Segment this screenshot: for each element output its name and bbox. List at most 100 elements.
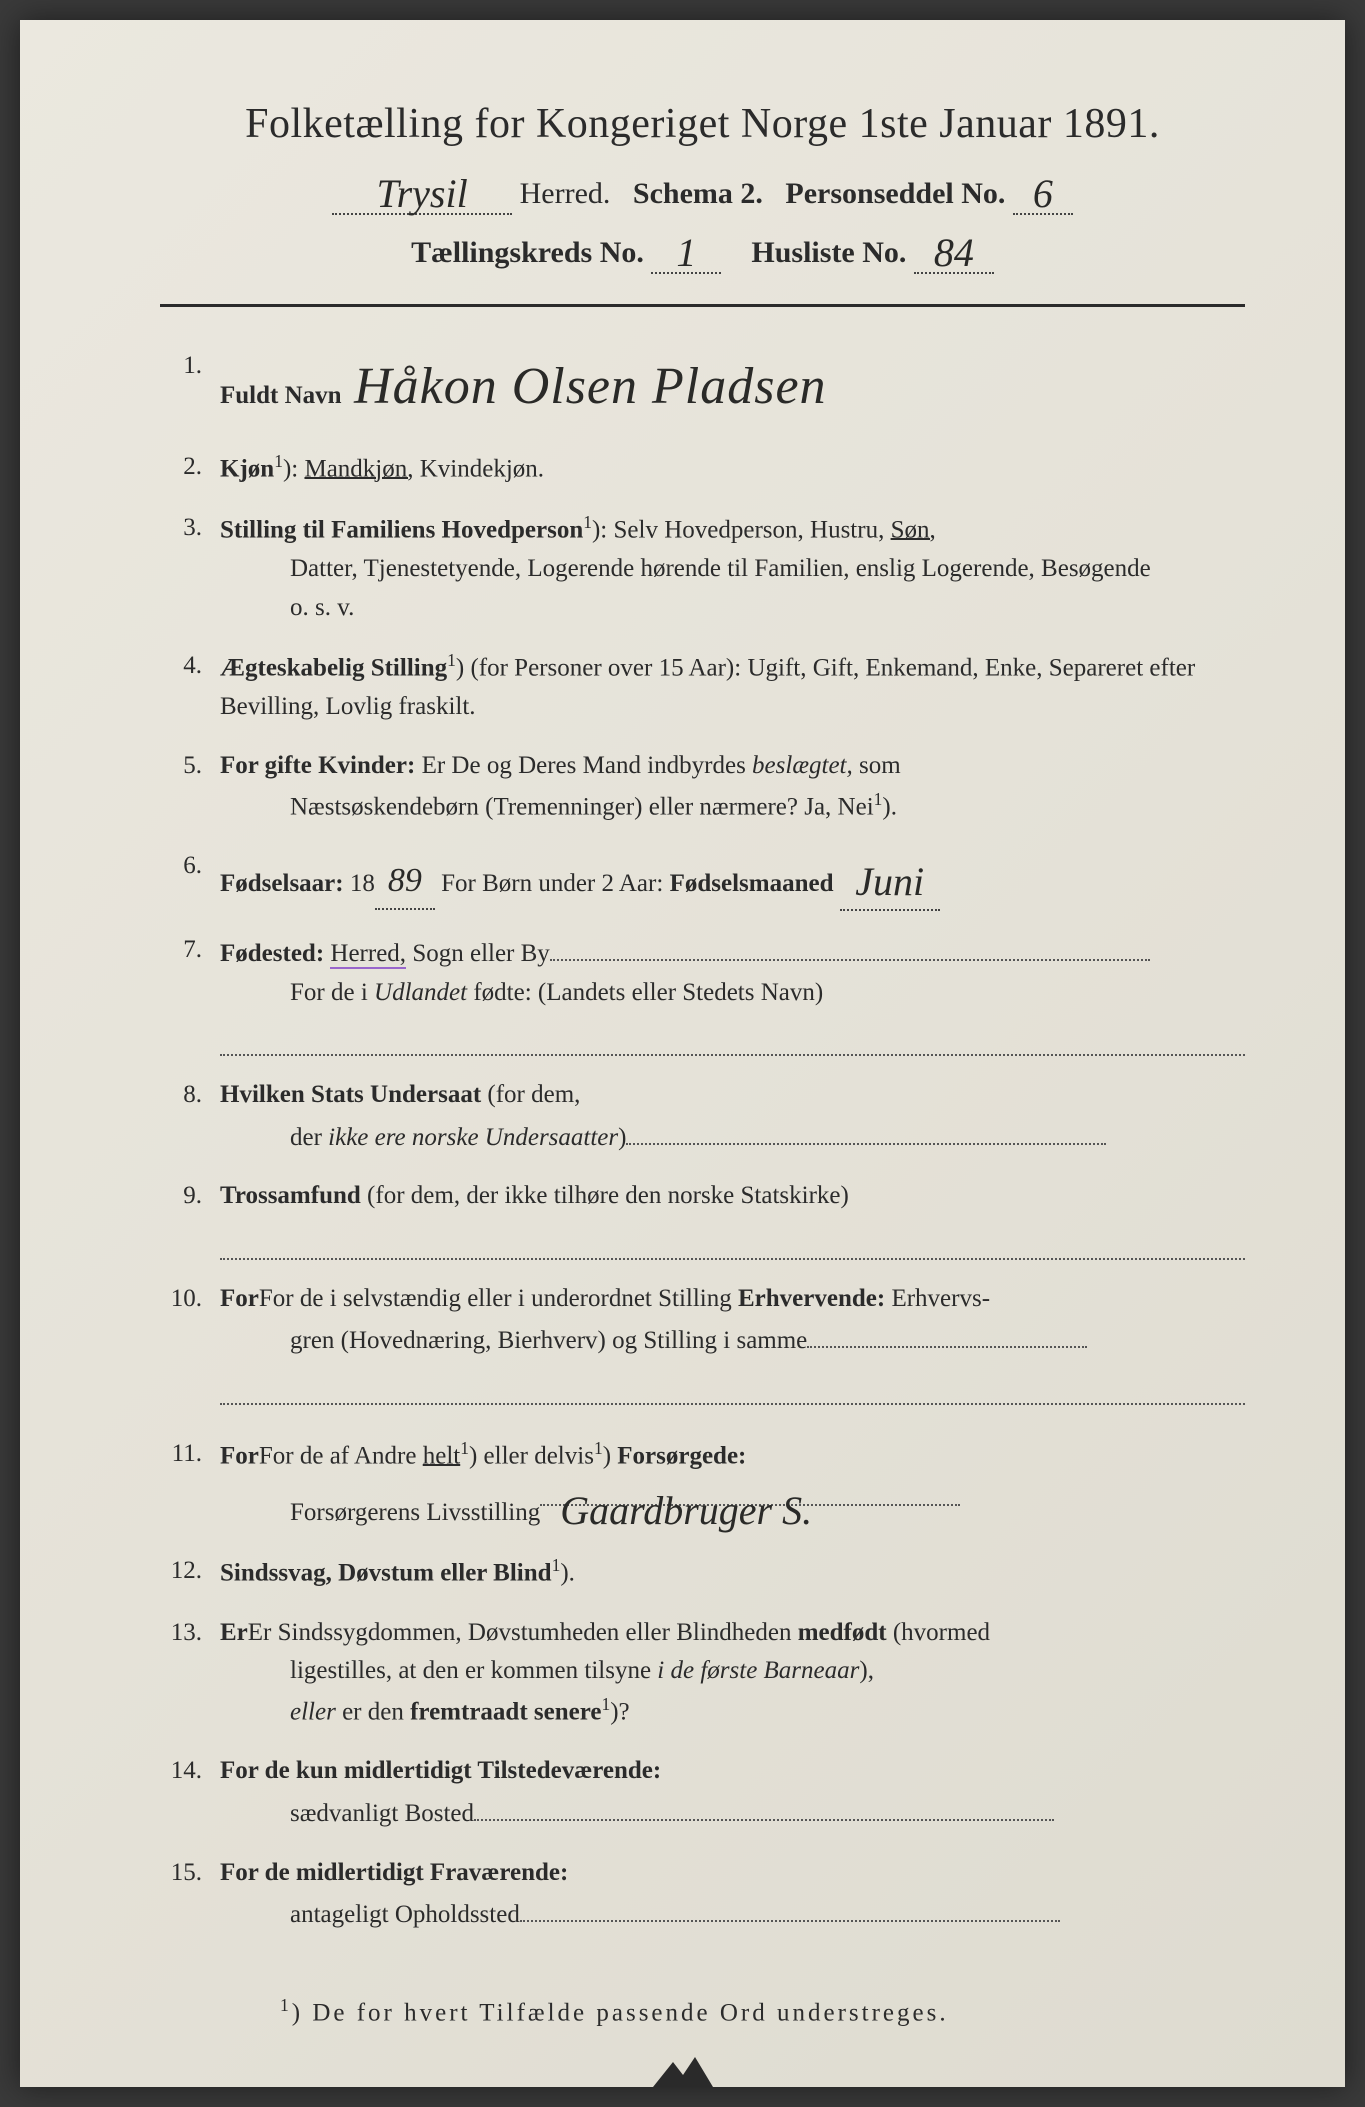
header-divider [160,304,1245,307]
item-num: 7. [160,931,220,970]
item-num: 11. [160,1435,220,1474]
item-1: 1. Fuldt Navn Håkon Olsen Pladsen [160,347,1245,428]
item-num: 4. [160,647,220,686]
item-num: 5. [160,747,220,786]
item-13: 13. ErEr Sindssygdommen, Døvstumheden el… [160,1614,1245,1733]
birth-month: Juni [855,851,924,913]
husliste-no: 84 [914,225,994,274]
item-content: Fuldt Navn Håkon Olsen Pladsen [220,347,1245,428]
item-content: For de midlertidigt Fraværende: antageli… [220,1854,1245,1936]
label: For gifte Kvinder: [220,752,415,779]
personseddel-no: 6 [1013,166,1073,215]
text: For Børn under 2 Aar: [435,870,670,897]
item-3: 3. Stilling til Familiens Hovedperson1):… [160,509,1245,628]
text: Selv Hovedperson, Hustru, [614,516,891,543]
birthplace-selected: Herred, [330,940,406,969]
label2: Fødselsmaaned [670,870,834,897]
relation-selected: Søn, [891,516,936,543]
text: som [853,752,901,779]
main-title: Folketælling for Kongeriget Norge 1ste J… [160,100,1245,148]
blank-line [520,1892,1060,1922]
indent-line: sædvanligt Bosted [220,1791,1245,1834]
sex-other: Kvindekjøn. [414,455,545,482]
item-7: 7. Fødested: Herred, Sogn eller By For d… [160,931,1245,1056]
indent-line: ligestilles, at den er kommen tilsyne i … [220,1652,1245,1691]
blank-line [474,1791,1054,1821]
text: Sogn eller By [406,940,550,967]
sup: 1 [274,451,283,471]
blank-line [220,1222,1245,1260]
item-content: Ægteskabelig Stilling1) (for Personer ov… [220,647,1245,727]
indent-line: der ikke ere norske Undersaatter) [220,1115,1245,1158]
item-content: Hvilken Stats Undersaat (for dem, der ik… [220,1076,1245,1158]
provider-occupation: Gaardbruger S. [540,1476,960,1506]
item-content: For de kun midlertidigt Tilstedeværende:… [220,1752,1245,1834]
header-block: Folketælling for Kongeriget Norge 1ste J… [160,100,1245,274]
blank-line [220,1367,1245,1405]
label: Sindssvag, Døvstum eller Blind [220,1560,552,1587]
item-14: 14. For de kun midlertidigt Tilstedevære… [160,1752,1245,1834]
indent-line: Næstsøskendebørn (Tremenninger) eller næ… [220,786,1245,827]
item-content: Fødselsaar: 1889 For Børn under 2 Aar: F… [220,847,1245,911]
label: Ægteskabelig Stilling [220,655,447,682]
item-content: ErEr Sindssygdommen, Døvstumheden eller … [220,1614,1245,1733]
census-form-page: Folketælling for Kongeriget Norge 1ste J… [20,20,1345,2087]
herred-label: Herred. [520,177,611,210]
item-num: 15. [160,1854,220,1893]
label: Fødested: [220,940,324,967]
item-num: 10. [160,1280,220,1319]
label-part: Hvilken Stats Undersaat [220,1081,481,1108]
item-11: 11. ForFor de af Andre helt1) eller delv… [160,1435,1245,1533]
blank-line [626,1115,1106,1145]
full-name-value: Håkon Olsen Pladsen [354,358,826,415]
page-tear-icon [653,2047,713,2087]
item-num: 1. [160,347,220,386]
item-6: 6. Fødselsaar: 1889 For Børn under 2 Aar… [160,847,1245,911]
text: Er De og Deres Mand indbyrdes [415,752,752,779]
label: For de midlertidigt Fraværende: [220,1859,568,1886]
item-num: 2. [160,448,220,487]
item-num: 8. [160,1076,220,1115]
label: Trossamfund [220,1182,361,1209]
item-content: Trossamfund (for dem, der ikke tilhøre d… [220,1177,1245,1259]
item-content: ForFor de i selvstændig eller i underord… [220,1280,1245,1405]
sup: 1 [447,650,456,670]
item-num: 6. [160,847,220,886]
text: For de i selvstændig eller i underordnet… [259,1285,738,1312]
item-4: 4. Ægteskabelig Stilling1) (for Personer… [160,647,1245,727]
label: Fødselsaar: [220,870,344,897]
indent-line: Datter, Tjenestetyende, Logerende hørend… [220,550,1245,589]
indent-line: o. s. v. [220,589,1245,628]
footnote: 1) De for hvert Tilfælde passende Ord un… [160,1995,1245,2027]
subtitle-row-2: Tællingskreds No. 1 Husliste No. 84 [160,225,1245,274]
item-5: 5. For gifte Kvinder: Er De og Deres Man… [160,747,1245,827]
item-content: Stilling til Familiens Hovedperson1): Se… [220,509,1245,628]
sex-selected: Mandkjøn, [304,455,413,482]
indent-line: For de i Udlandet fødte: (Landets eller … [220,974,1245,1013]
kreds-label: Tællingskreds No. [411,236,644,269]
kreds-no: 1 [651,225,721,274]
label: For de kun midlertidigt Tilstedeværende: [220,1757,661,1784]
item-num: 12. [160,1552,220,1591]
indent-line: antageligt Opholdssted [220,1892,1245,1935]
text: (for dem, der ikke tilhøre den norske St… [361,1182,849,1209]
item-num: 3. [160,509,220,548]
indent-line: gren (Hovednæring, Bierhverv) og Stillin… [220,1318,1245,1361]
item-8: 8. Hvilken Stats Undersaat (for dem, der… [160,1076,1245,1158]
blank-line [807,1318,1087,1348]
herred-value: Trysil [332,166,512,215]
label: Stilling til Familiens Hovedperson [220,516,583,543]
item-content: ForFor de af Andre helt1) eller delvis1)… [220,1435,1245,1533]
item-10: 10. ForFor de i selvstændig eller i unde… [160,1280,1245,1405]
indent-line: Forsørgerens LivsstillingGaardbruger S. [220,1476,1245,1533]
birth-year: 89 [388,862,422,899]
form-body: 1. Fuldt Navn Håkon Olsen Pladsen 2. Kjø… [160,347,1245,1935]
item-15: 15. For de midlertidigt Fraværende: anta… [160,1854,1245,1936]
schema-label: Schema 2. [633,177,763,210]
item-2: 2. Kjøn1): Mandkjøn, Kvindekjøn. [160,448,1245,489]
item-12: 12. Sindssvag, Døvstum eller Blind1). [160,1552,1245,1593]
italic: beslægtet, [752,752,853,779]
indent-line: eller er den fremtraadt senere1)? [220,1691,1245,1732]
label: Kjøn [220,455,274,482]
item-content: Kjøn1): Mandkjøn, Kvindekjøn. [220,448,1245,489]
